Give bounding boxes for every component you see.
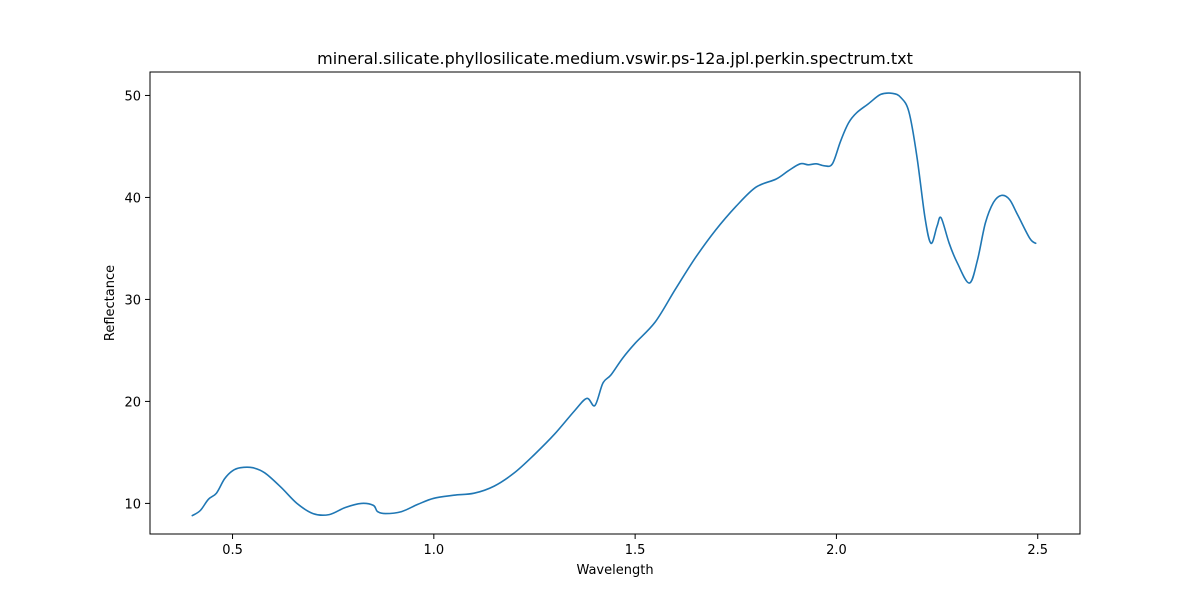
- x-tick-label: 2.5: [1027, 543, 1048, 558]
- x-axis: 0.5 1.0 1.5 2.0 2.5: [222, 534, 1048, 558]
- x-tick-label: 0.5: [222, 543, 243, 558]
- y-tick-label: 30: [124, 293, 141, 308]
- y-tick-label: 50: [124, 89, 141, 104]
- x-tick-label: 2.0: [826, 543, 847, 558]
- x-axis-label: Wavelength: [576, 563, 653, 578]
- x-tick-label: 1.0: [423, 543, 444, 558]
- series-line: [191, 92, 1037, 517]
- y-tick-label: 20: [124, 395, 141, 410]
- y-axis-label: Reflectance: [103, 265, 118, 341]
- x-tick-label: 1.5: [625, 543, 646, 558]
- y-tick-label: 10: [124, 497, 141, 512]
- plot-area: [149, 71, 1081, 535]
- chart-title: mineral.silicate.phyllosilicate.medium.v…: [317, 49, 913, 68]
- y-axis: 10 20 30 40 50: [124, 89, 150, 512]
- y-tick-label: 40: [124, 191, 141, 206]
